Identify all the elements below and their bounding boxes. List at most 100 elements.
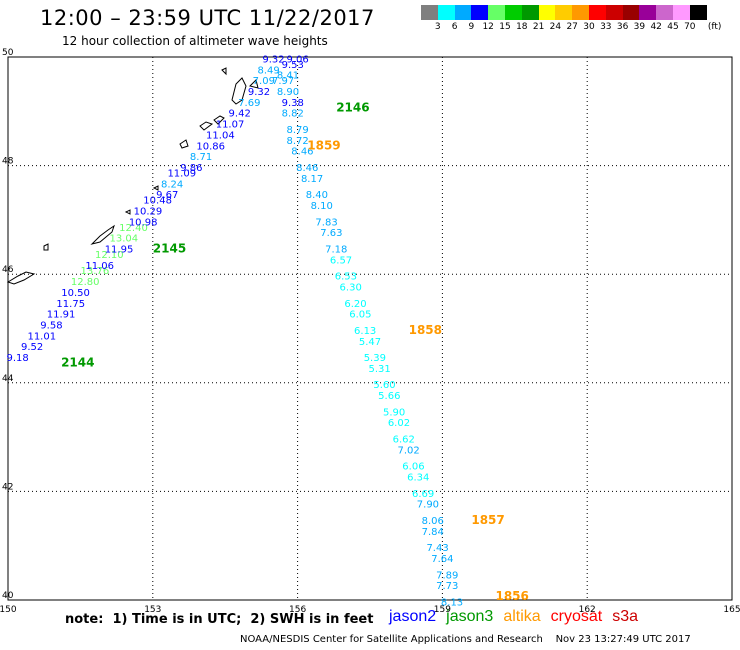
color-swatch — [572, 5, 589, 20]
y-tick-label: 44 — [2, 374, 14, 384]
swh-value: 11.75 — [56, 299, 85, 310]
color-swatch — [504, 5, 522, 20]
swh-value: 8.24 — [161, 179, 183, 190]
coastline-island — [199, 121, 214, 131]
x-tick-label: 153 — [144, 605, 161, 615]
footnote: note: 1) Time is in UTC; 2) SWH is in fe… — [65, 612, 374, 627]
swh-value: 8.82 — [282, 109, 304, 120]
swh-value: 12.80 — [71, 277, 100, 288]
swh-value: 11.07 — [216, 120, 245, 131]
color-swatch — [555, 5, 573, 20]
swh-value: 7.43 — [426, 543, 448, 554]
swh-value: 12.40 — [119, 223, 148, 234]
coastline-island — [152, 185, 159, 191]
plot-frame — [7, 56, 733, 601]
swh-value: 10.98 — [129, 217, 158, 228]
legend-entry-s3a: s3a — [612, 608, 639, 625]
swh-value: 9.18 — [7, 353, 29, 364]
swh-value: 6.06 — [402, 462, 424, 473]
swh-value: 9.32 — [262, 54, 284, 65]
swh-value: 11.95 — [105, 244, 134, 255]
satellite-legend: jason2 jason3 altika cryosat s3a — [389, 608, 638, 626]
coastline-island — [221, 67, 227, 76]
swh-value: 6.30 — [340, 282, 362, 293]
color-scale-labels: 3 6 9 12 15 18 21 24 27 30 33 36 39 42 45 70 (ft) — [421, 22, 740, 34]
x-tick-label: 156 — [289, 605, 306, 615]
color-scale-label: 27 — [566, 22, 578, 32]
color-scale-label: 24 — [549, 22, 562, 32]
pass-time-label: 2144 — [61, 356, 94, 370]
swh-value: 5.90 — [383, 407, 405, 418]
color-scale-label: 70 — [684, 22, 696, 32]
color-scale-label: 18 — [516, 22, 528, 32]
color-scale-label: 42 — [650, 22, 662, 32]
swh-value: 7.09 — [253, 76, 275, 87]
color-scale-label: 36 — [616, 22, 629, 32]
color-scale-label: 12 — [482, 22, 494, 32]
legend-entry-cryosat: cryosat — [550, 608, 603, 625]
swh-value: 9.42 — [229, 109, 251, 120]
swh-value: 9.53 — [282, 60, 304, 71]
swh-value: 8.71 — [190, 152, 212, 163]
y-tick-label: 42 — [2, 482, 13, 492]
swh-value: 7.89 — [436, 570, 458, 581]
swh-value: 5.60 — [373, 380, 395, 391]
swh-value: 6.69 — [412, 489, 434, 500]
color-swatch — [605, 5, 623, 20]
swh-value: 10.48 — [143, 196, 172, 207]
swh-value: 7.64 — [431, 554, 453, 565]
swh-value: 9.58 — [40, 321, 62, 332]
swh-value: 9.67 — [156, 190, 178, 201]
legend-entry-jason3: jason3 — [446, 608, 494, 625]
color-scale-label: (ft) — [707, 22, 722, 32]
color-swatch — [622, 5, 640, 20]
swh-value: 12.10 — [95, 250, 124, 261]
y-tick-label: 46 — [2, 265, 14, 275]
swh-value: 11.01 — [27, 331, 56, 342]
pass-time-label: 1857 — [471, 513, 504, 527]
color-swatch — [521, 5, 539, 20]
swh-value: 10.29 — [134, 206, 163, 217]
swh-value: 7.18 — [325, 244, 347, 255]
swh-value: 7.63 — [320, 228, 342, 239]
pass-time-label: 2145 — [153, 241, 186, 255]
color-scale-label: 33 — [600, 22, 612, 32]
chart-subtitle: 12 hour collection of altimeter wave hei… — [62, 34, 328, 48]
coastline-island — [213, 115, 225, 125]
swh-value: 11.91 — [47, 310, 76, 321]
swh-value: 6.02 — [388, 418, 410, 429]
swh-value: 7.97 — [272, 76, 294, 87]
x-tick-label: 150 — [0, 605, 17, 615]
color-swatch — [588, 5, 606, 20]
legend-entry-altika: altika — [503, 608, 541, 625]
swh-value: 10.50 — [61, 288, 90, 299]
color-scale-label: 3 — [434, 22, 441, 32]
color-swatch — [437, 5, 455, 20]
swh-value: 5.66 — [378, 391, 400, 402]
swh-value: 7.84 — [422, 527, 444, 538]
coastline-island — [43, 243, 49, 251]
swh-value: 8.40 — [306, 190, 328, 201]
swh-value: 11.09 — [167, 168, 196, 179]
swh-value: 13.76 — [81, 266, 110, 277]
color-scale-label: 9 — [468, 22, 475, 32]
credits-line: NOAA/NESDIS Center for Satellite Applica… — [240, 634, 691, 645]
swh-value: 8.10 — [311, 201, 333, 212]
color-swatch — [454, 5, 472, 20]
swh-value: 7.90 — [417, 500, 439, 511]
swh-value: 8.13 — [441, 597, 463, 608]
swh-value: 9.06 — [286, 54, 308, 65]
swh-value: 6.20 — [344, 299, 366, 310]
swh-value: 9.32 — [248, 87, 270, 98]
swh-value: 11.06 — [85, 261, 114, 272]
swh-value: 6.57 — [330, 255, 352, 266]
chart-title: 12:00 – 23:59 UTC 11/22/2017 — [40, 6, 375, 30]
swh-value: 9.86 — [180, 163, 202, 174]
color-swatch — [656, 5, 673, 20]
color-scale-label: 39 — [633, 22, 646, 32]
swh-value: 8.90 — [277, 87, 299, 98]
pass-time-label: 1859 — [307, 138, 340, 152]
swh-value: 7.69 — [238, 98, 260, 109]
swh-value: 9.38 — [282, 98, 304, 109]
